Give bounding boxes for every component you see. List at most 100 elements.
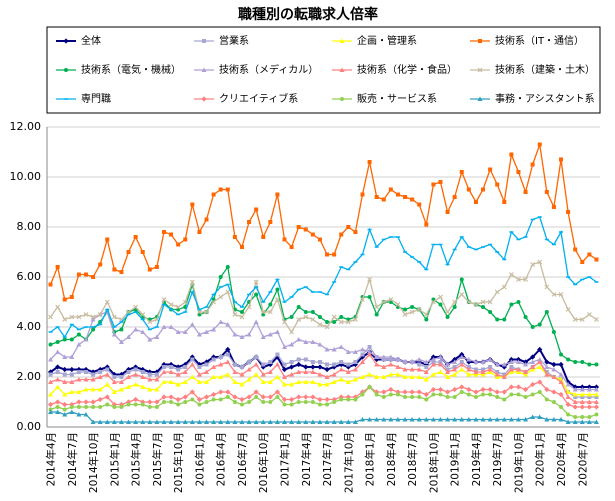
point [423,377,429,382]
point [260,372,266,377]
point [332,252,337,257]
point [537,390,542,394]
point [169,232,174,237]
point [76,370,81,374]
point [345,349,351,354]
point [339,232,344,237]
point [530,392,535,397]
point [515,417,521,422]
point [254,292,259,297]
point [537,259,543,265]
point [381,395,386,399]
point [466,357,472,362]
x-tick-label: 2015年10月 [172,432,185,493]
point [296,317,302,322]
x-tick-label: 2017年1月 [279,432,292,486]
point [586,399,592,404]
point [317,342,323,347]
point [261,400,266,404]
point [239,396,245,403]
point [509,392,514,397]
point [105,402,110,407]
point [296,400,301,404]
point [239,365,244,369]
point [473,395,478,399]
point [112,375,117,379]
point [274,297,280,302]
point [303,314,309,320]
legend-label: 技術系（化学・食品） [357,63,457,76]
point [381,197,386,202]
point [409,374,415,379]
point [508,369,514,374]
point [416,357,422,362]
point [225,395,230,399]
point [410,197,415,202]
point [501,389,507,395]
point [274,389,281,395]
point [268,360,273,364]
point [480,369,486,374]
point [268,400,273,404]
series [48,259,599,335]
point [530,359,536,364]
point [537,414,543,419]
x-tick-label: 2020年7月 [576,432,589,486]
point [388,362,394,367]
point [261,235,266,239]
point [417,395,422,399]
point [296,357,301,362]
point [594,257,599,262]
point [168,394,174,400]
point [126,309,131,315]
point [338,377,344,382]
point [459,362,465,367]
point [62,407,67,412]
point [147,387,153,392]
y-tick-label: 6.00 [17,270,42,283]
point [452,305,457,309]
point [530,367,536,372]
point [544,386,550,393]
point [97,374,103,379]
legend-box [46,26,601,114]
point [281,366,288,373]
point [480,372,486,377]
point [331,314,337,320]
point [140,402,145,407]
point [260,419,266,424]
point [459,390,464,394]
point [437,354,443,359]
point [452,367,458,372]
point [55,304,61,310]
point [324,374,330,379]
point [593,384,600,390]
point [403,307,408,312]
point [48,379,54,384]
point [239,382,245,387]
point [119,375,124,379]
point [140,370,145,374]
point [424,317,429,322]
point [324,324,330,330]
point [487,357,493,362]
point [97,419,103,424]
point [246,377,252,382]
point [62,366,68,373]
point [161,369,167,374]
point [573,415,578,419]
chart-title: 職種別の転職求人倍率 [238,6,378,23]
point [494,374,500,379]
point [83,387,89,392]
point [140,384,146,389]
point [62,412,68,417]
point [332,320,337,324]
point [133,419,139,424]
series [48,309,599,392]
x-tick-label: 2017年4月 [300,432,313,486]
point [274,419,280,424]
point [147,267,152,272]
point [48,372,53,377]
point [76,399,82,405]
point [438,392,443,397]
